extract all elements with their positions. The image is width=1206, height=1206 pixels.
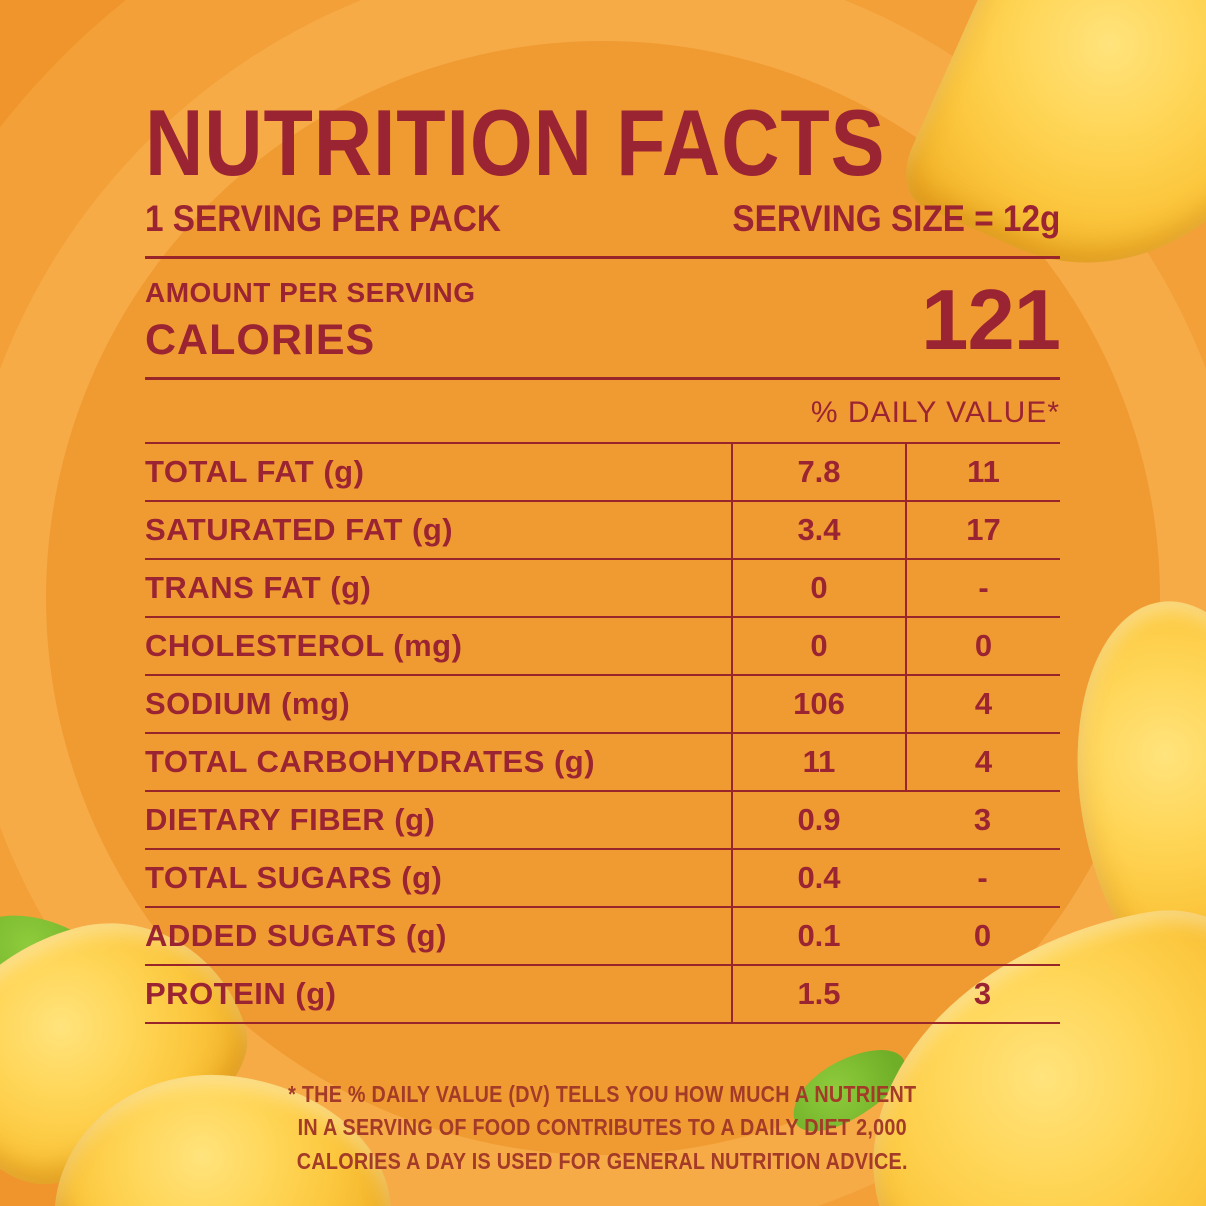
calories-label: CALORIES	[145, 316, 376, 364]
nutrient-daily-value: 0	[905, 618, 1060, 674]
nutrient-amount: 0.9	[731, 792, 905, 848]
footnote-line: * THE % DAILY VALUE (DV) TELLS YOU HOW M…	[288, 1081, 917, 1107]
nutrient-label: TOTAL SUGARS (g)	[145, 860, 443, 895]
table-row: TRANS FAT (g) 0-	[145, 558, 1060, 616]
nutrient-daily-value: 0	[973, 918, 992, 953]
table-row: SATURATED FAT (g) 3.4 17	[145, 500, 1060, 558]
page-title-text: NUTRITION FACTS	[145, 90, 886, 195]
nutrient-label: TOTAL FAT (g)	[145, 454, 365, 489]
nutrient-amount: 106	[731, 676, 905, 732]
table-row: ADDED SUGATS (g) 0.1 0	[145, 906, 1060, 964]
nutrient-label: PROTEIN (g)	[145, 976, 337, 1011]
serving-size-label: SERVING SIZE = 12g	[732, 198, 1060, 239]
nutrient-label: SATURATED FAT (g)	[145, 512, 454, 547]
table-row: TOTAL FAT (g) 7.8 11	[145, 442, 1060, 500]
nutrient-daily-value: 11	[905, 444, 1060, 500]
nutrient-daily-value: 17	[905, 502, 1060, 558]
nutrient-daily-value: 3	[973, 802, 992, 837]
daily-value-footnote: * THE % DAILY VALUE (DV) TELLS YOU HOW M…	[145, 1078, 1060, 1178]
nutrient-amount: 1.5	[731, 966, 905, 1022]
divider-rule	[145, 377, 1060, 380]
calories-row: AMOUNT PER SERVING CALORIES 121	[145, 272, 1061, 368]
calories-value: 121	[921, 272, 1061, 368]
nutrient-amount: 0	[731, 618, 905, 674]
nutrient-amount: 0.4	[731, 850, 905, 906]
serving-info-row: 1 SERVING PER PACK SERVING SIZE = 12g	[145, 198, 1060, 240]
amount-per-serving-label: AMOUNT PER SERVING	[145, 277, 476, 308]
nutrient-daily-value: -	[905, 560, 1060, 616]
table-row: SODIUM (mg) 106 4	[145, 674, 1060, 732]
table-row: DIETARY FIBER (g) 0.9 3	[145, 790, 1060, 848]
footnote-line: CALORIES A DAY IS USED FOR GENERAL NUTRI…	[297, 1147, 908, 1174]
nutrient-daily-value: 4	[905, 734, 1060, 790]
daily-value-footnote-text: * THE % DAILY VALUE (DV) TELLS YOU HOW M…	[288, 1078, 916, 1178]
nutrient-label: SODIUM (mg)	[145, 686, 351, 721]
table-row: CHOLESTEROL (mg) 0 0	[145, 616, 1060, 674]
table-row: TOTAL CARBOHYDRATES (g) 11 4	[145, 732, 1060, 790]
nutrient-daily-value: -	[977, 860, 988, 895]
nutrient-label: ADDED SUGATS (g)	[145, 918, 447, 953]
nutrient-amount: 0.1	[731, 908, 905, 964]
divider-rule	[145, 256, 1060, 259]
nutrient-amount: 11	[731, 734, 905, 790]
table-row: TOTAL SUGARS (g) 0.4 -	[145, 848, 1060, 906]
nutrient-label: TOTAL CARBOHYDRATES (g)	[145, 744, 596, 779]
daily-value-header: % DAILY VALUE*	[810, 396, 1060, 429]
page-title: NUTRITION FACTS	[145, 96, 1060, 190]
nutrition-table: TOTAL FAT (g) 7.8 11 SATURATED FAT (g) 3.4 17…	[145, 442, 1060, 1024]
calories-labels: AMOUNT PER SERVING CALORIES	[145, 277, 476, 365]
servings-per-pack-label: 1 SERVING PER PACK	[145, 198, 501, 239]
nutrient-amount: 3.4	[731, 502, 905, 558]
label-content: NUTRITION FACTS 1 SERVING PER PACK SERVI…	[145, 0, 1061, 1178]
nutrient-label: CHOLESTEROL (mg)	[145, 628, 463, 663]
nutrient-daily-value: 4	[905, 676, 1060, 732]
nutrient-daily-value: 3	[973, 976, 992, 1011]
nutrient-label: DIETARY FIBER (g)	[145, 802, 436, 837]
table-row: PROTEIN (g) 1.5 3	[145, 964, 1060, 1022]
nutrient-amount: 0	[731, 560, 905, 616]
nutrient-amount: 7.8	[731, 444, 905, 500]
footnote-line: IN A SERVING OF FOOD CONTRIBUTES TO A DA…	[297, 1114, 908, 1141]
nutrient-label: TRANS FAT (g)	[145, 570, 372, 605]
